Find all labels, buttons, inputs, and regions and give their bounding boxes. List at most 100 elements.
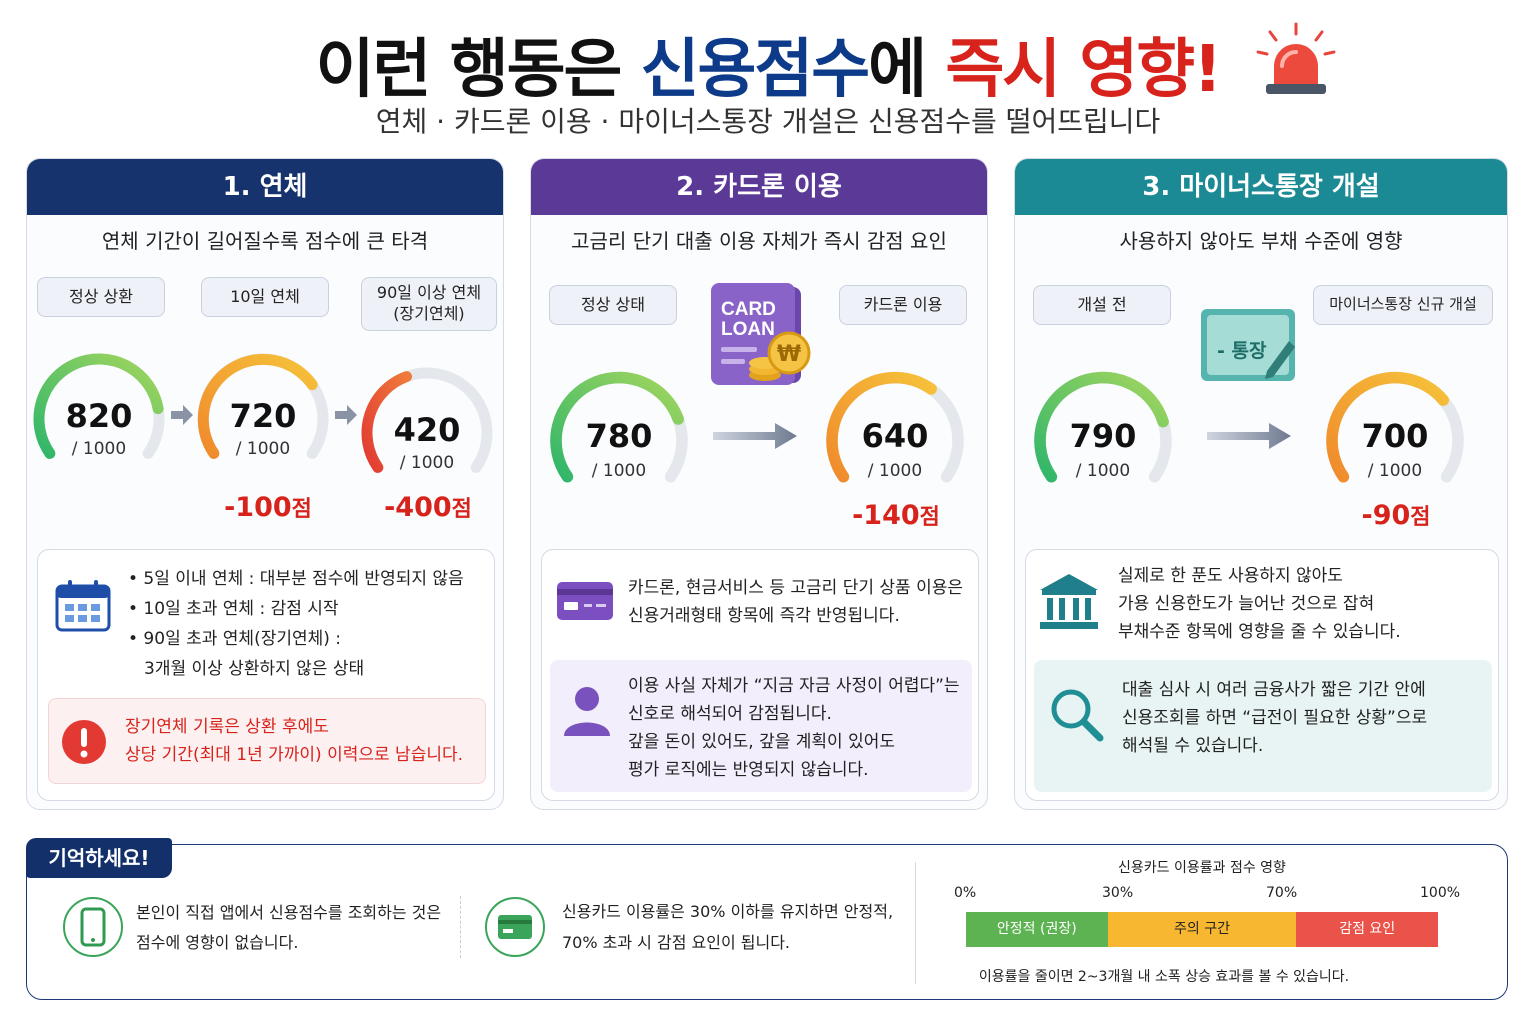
page-title: 이런 행동은 신용점수에 즉시 영향! [0,18,1536,110]
gauge-max: / 1000 [1075,461,1131,481]
arrow-right-icon [713,423,797,449]
note-line: 신용조회를 하면 “급전이 필요한 상황”으로 [1122,708,1428,728]
card-loan-icon: CARD LOAN ₩ [711,283,811,385]
score-gauge: 640 / 1000 [821,365,969,491]
score-gauge: 820 / 1000 [29,347,169,467]
arrow-right-icon [171,405,193,425]
bankbook-label: - 통장 [1217,340,1267,362]
card-label-text: LOAN [721,319,775,340]
state-10day-overdue: 10일 연체 [201,277,329,317]
score-gauge: 780 / 1000 [545,365,693,491]
gauge-max: / 1000 [71,439,127,459]
note-line: 갚을 돈이 있어도, 갚을 계획이 있어도 [628,732,896,752]
state-card-loan: 카드론 이용 [839,285,967,325]
gauge-fill [361,371,412,473]
arrow-right-icon [1207,423,1291,449]
page-subtitle: 연체 · 카드론 이용 · 마이너스통장 개설은 신용점수를 떨어뜨립니다 [375,105,1161,138]
note-line: 해석될 수 있습니다. [1122,736,1264,756]
info-line: 부채수준 항목에 영향을 줄 수 있습니다. [1118,622,1401,642]
usage-tick-30: 30% [1102,885,1134,901]
gauge-max: / 1000 [1367,461,1423,481]
card-loan-info-box: 카드론, 현금서비스 등 고금리 단기 상품 이용은 신용거래형태 항목에 즉각… [541,549,979,801]
usage-tick-70: 70% [1266,885,1298,901]
note-line: 대출 심사 시 여러 금융사가 짧은 기간 안에 [1122,680,1426,700]
title-part: 에 [868,33,946,107]
score-gauge: 790 / 1000 [1029,365,1177,491]
gauge-value: 780 [585,417,653,455]
person-icon [564,687,610,736]
panel-overdue: 1. 연체 연체 기간이 길어질수록 점수에 큰 타격 정상 상환 10일 연체… [26,158,504,810]
minus-account-note-text: 대출 심사 시 여러 금융사가 짧은 기간 안에 신용조회를 하면 “급전이 필… [1122,676,1488,760]
usage-tick-0: 0% [954,885,977,901]
panel-header: 3. 마이너스통장 개설 [1015,159,1507,215]
usage-bar-title: 신용카드 이용률과 점수 영향 [1118,860,1286,876]
title-part: 이런 행동은 [315,33,641,107]
state-new-minus-account: 마이너스통장 신규 개설 [1313,285,1493,325]
info-line: 가용 신용한도가 늘어난 것으로 잡혀 [1118,594,1375,614]
score-delta: -100점 [203,491,333,523]
bullet-item: • 5일 이내 연체 : 대부분 점수에 반영되지 않음 [128,569,464,589]
title-highlight-blue: 신용점수 [640,33,871,107]
delta-number: -100 [224,492,292,523]
note-line: 이용 사실 자체가 “지금 자금 사정이 어렵다”는 [628,676,960,696]
gauge-fill [1034,371,1169,483]
usage-segment-caution: 주의 구간 [1107,912,1297,947]
overdue-info-box: • 5일 이내 연체 : 대부분 점수에 반영되지 않음 • 10일 초과 연체… [37,549,495,801]
info-line: 신용거래형태 항목에 즉각 반영됩니다. [628,606,900,626]
usage-segment-penalty: 감점 요인 [1296,912,1438,947]
panel-card-loan: 2. 카드론 이용 고금리 단기 대출 이용 자체가 즉시 감점 요인 정상 상… [530,158,988,810]
tip-card-usage: 신용카드 이용률은 30% 이하를 유지하면 안정적, 70% 초과 시 감점 … [562,896,902,958]
gauge-max: / 1000 [867,461,923,481]
gauge-value: 700 [1361,417,1429,455]
card-loan-note-box: 이용 사실 자체가 “지금 자금 사정이 어렵다”는 신호로 해석되어 감점됩니… [550,660,972,792]
panel-header: 1. 연체 [27,159,503,215]
panel-subtitle: 사용하지 않아도 부채 수준에 영향 [1119,229,1403,253]
gauge-value: 720 [229,397,297,435]
gauge-max: / 1000 [235,439,291,459]
usage-bar-footer: 이용률을 줄이면 2~3개월 내 소폭 상승 효과를 볼 수 있습니다. [978,969,1350,985]
gauge-value: 820 [65,397,133,435]
bullet-item: • 10일 초과 연체 : 감점 시작 [128,599,339,619]
smartphone-icon [63,897,123,957]
minus-account-info-text: 실제로 한 푼도 사용하지 않아도 가용 신용한도가 늘어난 것으로 잡혀 부채… [1118,562,1494,646]
gauge-fill [33,353,164,459]
delta-unit: 점 [1410,505,1431,530]
minus-account-info-box: 실제로 한 푼도 사용하지 않아도 가용 신용한도가 늘어난 것으로 잡혀 부채… [1025,549,1499,801]
gauge-fill [1326,371,1450,483]
delta-unit: 점 [291,497,312,522]
remember-badge: 기억하세요! [26,838,172,878]
title-highlight-red: 즉시 영향! [945,33,1222,107]
bullet-item: 3개월 이상 상환하지 않은 상태 [144,659,365,679]
info-line: 카드론, 현금서비스 등 고금리 단기 상품 이용은 [628,578,963,598]
calendar-icon [55,580,111,632]
bankbook-icon: - 통장 [1201,309,1295,381]
bank-icon [1040,574,1098,629]
divider [915,862,916,984]
tip-line: 점수에 영향이 없습니다. [136,933,299,952]
panel-header: 2. 카드론 이용 [531,159,987,215]
tip-line: 본인이 직접 앱에서 신용점수를 조회하는 것은 [136,903,442,922]
note-line: 평가 로직에는 반영되지 않습니다. [628,760,869,780]
bullet-item: • 90일 초과 연체(장기연체) : [128,629,342,649]
state-90day-overdue: 90일 이상 연체 (장기연체) [361,277,497,331]
credit-card-icon [557,582,613,620]
gauge-max: / 1000 [591,461,647,481]
alert-icon [62,720,106,764]
card-loan-note-text: 이용 사실 자체가 “지금 자금 사정이 어렵다”는 신호로 해석되어 감점됩니… [628,672,970,784]
divider [460,896,461,958]
warning-line: 상당 기간(최대 1년 가까이) 이력으로 남습니다. [125,745,464,765]
warning-line: 장기연체 기록은 상환 후에도 [125,717,329,737]
delta-unit: 점 [919,505,940,530]
gauge-value: 420 [393,411,461,449]
gauge-fill [550,371,684,483]
magnifier-icon [1051,689,1104,742]
gauge-fill [826,371,937,483]
score-gauge: 720 / 1000 [193,347,333,467]
arrow-right-icon [335,405,357,425]
tip-line: 70% 초과 시 감점 요인이 됩니다. [562,933,790,952]
minus-account-note-box: 대출 심사 시 여러 금융사가 짧은 기간 안에 신용조회를 하면 “급전이 필… [1034,660,1492,792]
score-delta: -400점 [363,491,493,523]
score-gauge: 420 / 1000 [357,361,497,481]
card-loan-info-text: 카드론, 현금서비스 등 고금리 단기 상품 이용은 신용거래형태 항목에 즉각… [628,574,978,630]
score-delta: -140점 [831,499,961,531]
